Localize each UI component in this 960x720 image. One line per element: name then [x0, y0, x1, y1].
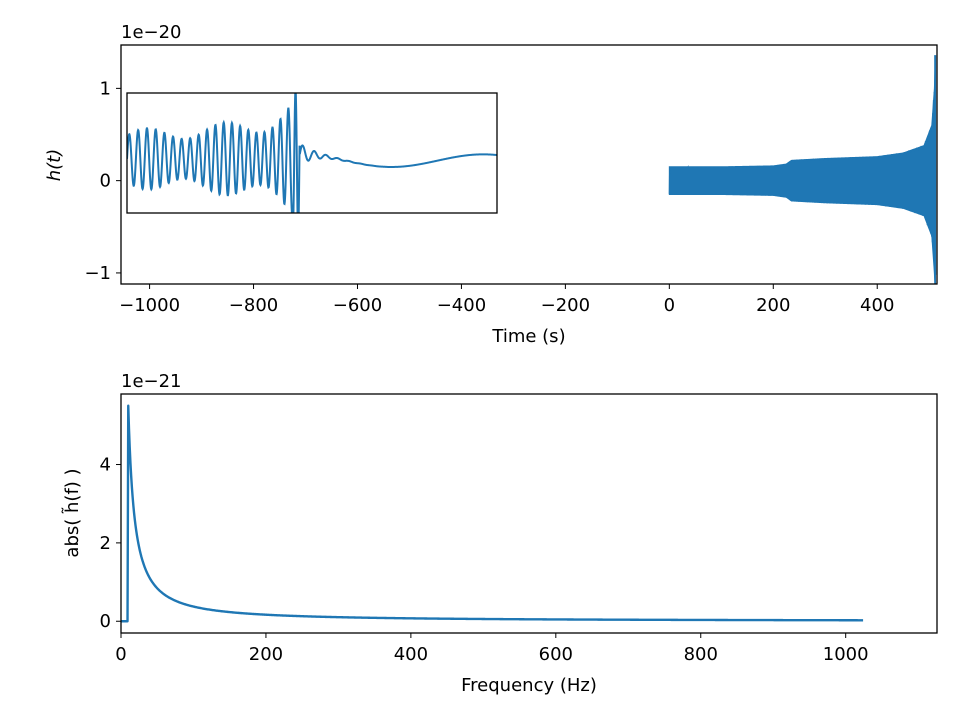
x-tick-label-top: 0	[664, 295, 675, 316]
inset-frame	[126, 92, 498, 214]
x-tick-label-top: −400	[437, 295, 486, 316]
y-tick-label-bottom: 0	[100, 611, 111, 632]
x-tick-label-bottom: 600	[539, 644, 573, 665]
y-axis-ticks-bottom: 0 2 4	[100, 455, 121, 632]
y-tick-label-top: −1	[84, 263, 111, 284]
time-domain-plot: −1000 −800 −600 −400 −200 0 200 400 −101 1e−20 …	[44, 22, 938, 347]
x-tick-label-bottom: 0	[115, 644, 126, 665]
signal-oscillation	[668, 79, 936, 284]
x-tick-label-bottom: 400	[394, 644, 428, 665]
y-offset-label-bottom: 1e−21	[121, 371, 182, 392]
inset-waveform	[127, 93, 497, 213]
x-tick-label-top: −200	[541, 295, 590, 316]
frequency-series-line	[121, 404, 864, 623]
spectrum-line	[121, 404, 864, 623]
x-tick-label-top: 400	[860, 295, 894, 316]
x-tick-label-top: −1000	[119, 295, 180, 316]
y-axis-label-bottom: abs( h̃(f) )	[62, 468, 83, 557]
y-tick-label-bottom: 4	[100, 455, 111, 476]
x-tick-label-bottom: 200	[249, 644, 283, 665]
y-tick-label-top: 0	[100, 171, 111, 192]
inset-zoom-plot	[126, 92, 498, 214]
axes-frame-top	[120, 44, 938, 285]
x-axis-label-bottom: Frequency (Hz)	[461, 675, 597, 696]
frequency-domain-plot: 0 200 400 600 800 1000 0 2 4 1e−21 Frequency (H…	[62, 371, 938, 696]
y-axis-ticks-top: −1 0 1	[84, 78, 121, 284]
y-tick-label-bottom: 2	[100, 533, 111, 554]
x-tick-label-bottom: 1000	[823, 644, 869, 665]
y-axis-label-top: h(t)	[44, 149, 65, 182]
x-tick-label-bottom: 800	[684, 644, 718, 665]
inset-series-line	[127, 93, 497, 213]
x-tick-label-top: −600	[333, 295, 382, 316]
x-tick-label-top: −800	[229, 295, 278, 316]
axes-frame-bottom	[120, 393, 938, 634]
y-offset-label-top: 1e−20	[121, 22, 182, 43]
time-series-line	[668, 55, 937, 284]
x-axis-ticks-bottom: 0 200 400 600 800 1000	[115, 633, 869, 665]
x-tick-label-top: 200	[756, 295, 790, 316]
y-tick-label-top: 1	[100, 78, 111, 99]
x-axis-ticks-top: −1000 −800 −600 −400 −200 0 200 400	[119, 284, 894, 316]
x-axis-label-top: Time (s)	[491, 326, 565, 347]
